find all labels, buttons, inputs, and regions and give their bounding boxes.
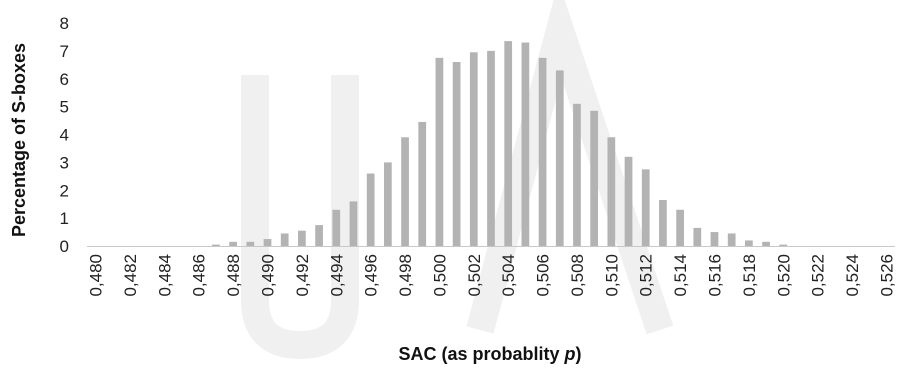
y-tick-label: 8	[60, 14, 69, 33]
x-tick-label: 0,488	[224, 254, 243, 297]
x-tick-label: 0,486	[190, 254, 209, 297]
y-tick-label: 3	[60, 153, 69, 172]
bar	[710, 232, 719, 246]
x-tick-label: 0,518	[740, 254, 759, 297]
bar	[280, 233, 289, 246]
y-tick-label: 2	[60, 181, 69, 200]
x-tick-label: 0,510	[602, 254, 621, 297]
x-tick-label: 0,514	[671, 254, 690, 297]
x-axis-title: SAC (as probablity p)	[398, 344, 581, 364]
bar	[555, 70, 564, 246]
bar	[487, 50, 495, 246]
bar	[779, 244, 788, 246]
x-tick-label: 0,522	[809, 254, 828, 297]
bars	[212, 41, 788, 247]
bar	[229, 241, 237, 246]
x-tick-label: 0,496	[362, 254, 381, 297]
x-tick-label: 0,484	[155, 254, 174, 297]
bar	[401, 137, 409, 246]
bar	[263, 239, 272, 246]
bar	[762, 241, 770, 246]
bar	[212, 244, 220, 246]
bar	[315, 225, 323, 246]
bar	[590, 110, 599, 247]
x-tick-label: 0,512	[637, 254, 656, 297]
bar	[298, 230, 306, 246]
bar	[573, 103, 581, 247]
x-tick-label: 0,492	[293, 254, 312, 297]
y-tick-label: 1	[60, 209, 69, 228]
bar	[332, 209, 341, 246]
bar	[383, 162, 392, 246]
x-axis-title-end: )	[576, 344, 582, 364]
bar	[452, 62, 461, 247]
bar	[624, 156, 633, 246]
x-tick-label: 0,480	[87, 254, 106, 297]
bar	[659, 200, 667, 246]
bar	[418, 121, 427, 246]
x-tick-label: 0,498	[396, 254, 415, 297]
bar	[521, 42, 530, 247]
x-axis-title-main: SAC (as probablity	[398, 344, 564, 364]
bar	[745, 240, 753, 246]
x-tick-label: 0,500	[430, 254, 449, 297]
x-tick-label: 0,502	[465, 254, 484, 297]
bar	[435, 57, 444, 246]
y-tick-label: 6	[60, 70, 69, 89]
x-tick-label: 0,506	[534, 254, 553, 297]
bar	[676, 209, 684, 246]
bar	[246, 241, 255, 246]
x-tick-label: 0,490	[259, 254, 278, 297]
x-tick-label: 0,516	[705, 254, 724, 297]
bar	[727, 233, 736, 246]
y-tick-label: 7	[60, 42, 69, 61]
x-tick-label: 0,520	[774, 254, 793, 297]
x-tick-label: 0,482	[121, 254, 140, 297]
x-axis-title-variable: p	[564, 344, 576, 364]
bar	[504, 41, 513, 247]
x-tick-label: 0,508	[568, 254, 587, 297]
bar	[538, 57, 547, 246]
y-tick-label: 0	[60, 237, 69, 256]
x-tick-label: 0,526	[877, 254, 896, 297]
x-tick-label: 0,524	[843, 254, 862, 297]
bar	[641, 169, 650, 246]
y-tick-label: 4	[60, 126, 69, 145]
y-axis-ticks: 0 1 2 3 4 5 6 7 8	[60, 14, 69, 256]
watermark-letter-u	[241, 75, 359, 360]
y-tick-label: 5	[60, 98, 69, 117]
x-tick-label: 0,504	[499, 254, 518, 297]
y-axis-title: Percentage of S-boxes	[9, 43, 29, 237]
x-axis-ticks: 0,480 0,482 0,484 0,486 0,488 0,490 0,492 0,494…	[87, 254, 897, 297]
bar	[366, 173, 375, 246]
x-tick-label: 0,494	[327, 254, 346, 297]
bar	[693, 227, 702, 246]
bar	[469, 52, 478, 246]
bar	[607, 137, 616, 246]
bar	[349, 201, 358, 246]
